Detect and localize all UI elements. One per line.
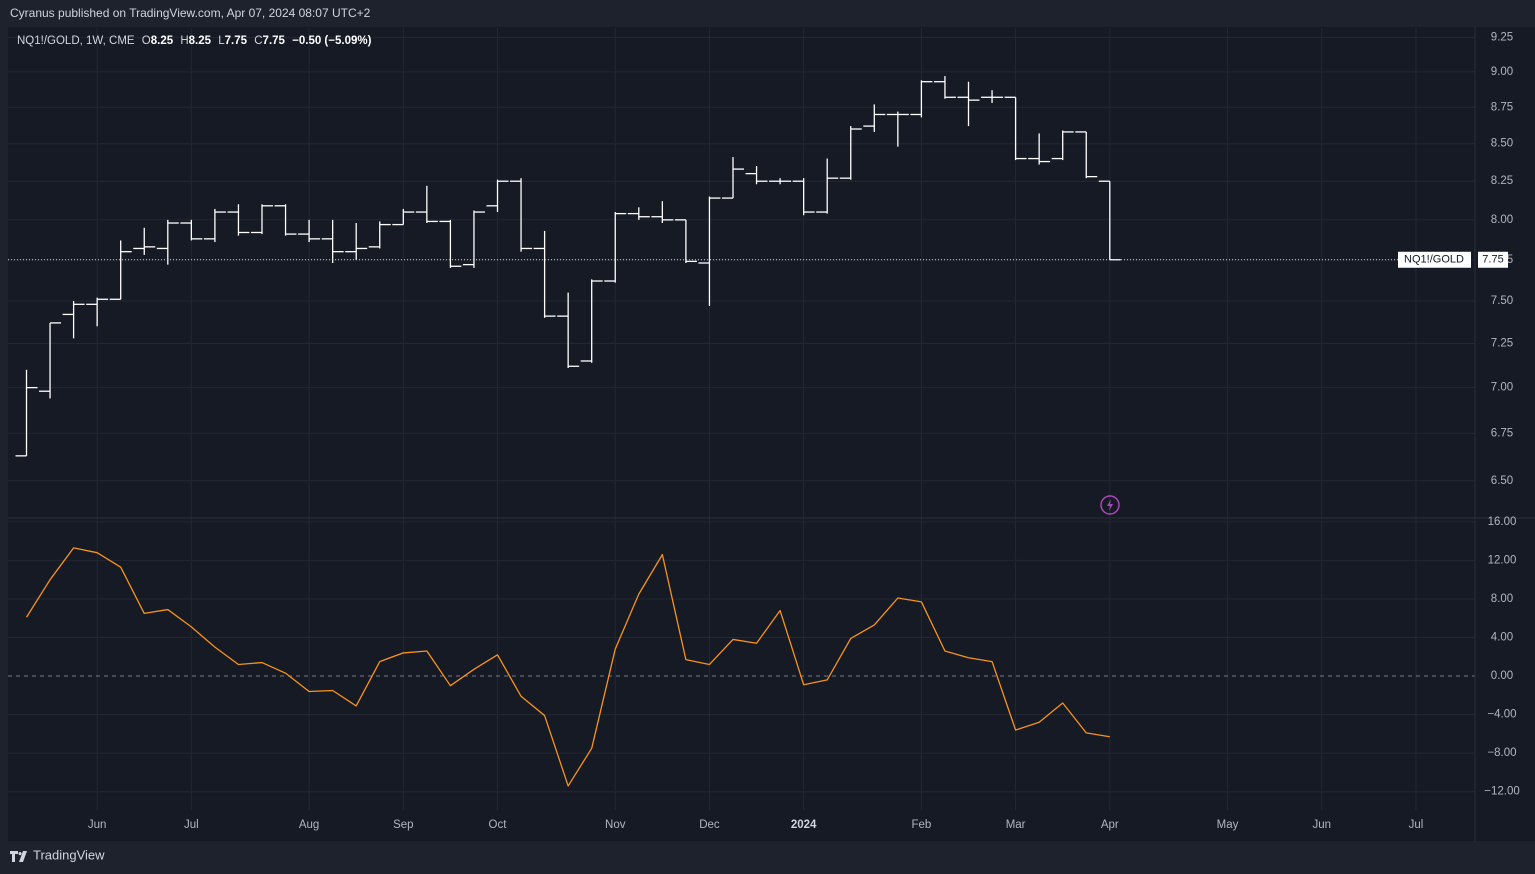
x-tick-label: Jun xyxy=(88,819,107,831)
y-tick-label: 8.00 xyxy=(1491,214,1513,226)
high-value: 8.25 xyxy=(189,35,212,47)
y-tick-label: 16.00 xyxy=(1488,516,1517,528)
high-label: H xyxy=(180,35,188,47)
footer-brand: TradingView xyxy=(33,847,105,862)
y-tick-label: 0.00 xyxy=(1491,670,1513,682)
change: −0.50 (−5.09%) xyxy=(292,35,371,47)
close-label: C xyxy=(254,35,262,47)
y-tick-label: 12.00 xyxy=(1488,554,1517,566)
y-tick-label: −4.00 xyxy=(1487,709,1516,721)
y-tick-label: 4.00 xyxy=(1491,632,1513,644)
x-tick-label: Nov xyxy=(605,819,626,831)
x-tick-label: Mar xyxy=(1006,819,1026,831)
y-tick-label: 7.00 xyxy=(1491,382,1513,394)
publisher: Cyranus published on TradingView.com, Ap… xyxy=(10,6,371,20)
y-tick-label: 6.75 xyxy=(1491,427,1513,439)
price-axis-tag xyxy=(1478,251,1508,268)
low-label: L xyxy=(218,35,225,47)
close-value: 7.75 xyxy=(263,35,286,47)
x-tick-label: Sep xyxy=(393,819,413,831)
open-value: 8.25 xyxy=(151,35,174,47)
x-tick-label: Apr xyxy=(1101,819,1119,831)
y-tick-label: 6.50 xyxy=(1491,475,1513,487)
indicator-line xyxy=(25,547,1110,787)
grid xyxy=(8,28,1475,810)
marks: Jun Jul Aug Sep Oct Nov Dec 2024 Feb Mar Apr May Jun… xyxy=(8,32,1520,831)
y-tick-label: 8.25 xyxy=(1491,175,1513,187)
open-label: O xyxy=(142,35,151,47)
x-tick-label: Aug xyxy=(299,819,319,831)
x-tick-label: Jul xyxy=(184,819,199,831)
price-line-name: NQ1!/GOLD xyxy=(1404,254,1464,266)
y-tick-label: 8.00 xyxy=(1491,593,1513,605)
y-tick-label: 8.50 xyxy=(1491,138,1513,150)
x-tick-label: May xyxy=(1217,819,1239,831)
symbol: NQ1!/GOLD, 1W, CME xyxy=(17,35,135,47)
chart-area xyxy=(8,27,1535,841)
footer-logo: TradingView xyxy=(10,847,105,862)
legend: NQ1!/GOLD, 1W, CME O8.25 H8.25 L7.75 C7.… xyxy=(17,35,372,47)
x-tick-label: 2024 xyxy=(791,819,817,831)
y-tick-label: −12.00 xyxy=(1484,786,1520,798)
low-value: 7.75 xyxy=(225,35,248,47)
y-tick-label: 8.75 xyxy=(1491,101,1513,113)
y-tick-label: −8.00 xyxy=(1487,747,1516,759)
alert-icon xyxy=(1100,495,1120,515)
x-tick-label: Oct xyxy=(489,819,508,831)
price-line-tag xyxy=(1398,251,1471,268)
y-tick-label: 9.00 xyxy=(1491,66,1513,78)
alert-bolt xyxy=(1107,499,1113,511)
x-tick-label: Jun xyxy=(1312,819,1331,831)
x-tick-label: Dec xyxy=(699,819,720,831)
logo-mark xyxy=(10,851,27,862)
price-axis-value: 7.75 xyxy=(1482,254,1503,266)
y-tick-label: 9.25 xyxy=(1491,32,1513,44)
y-tick-label: 7.25 xyxy=(1491,338,1513,350)
x-tick-label: Jul xyxy=(1409,819,1424,831)
x-tick-label: Feb xyxy=(911,819,931,831)
y-tick-label: 7.50 xyxy=(1491,295,1513,307)
alert-circle xyxy=(1100,495,1120,515)
